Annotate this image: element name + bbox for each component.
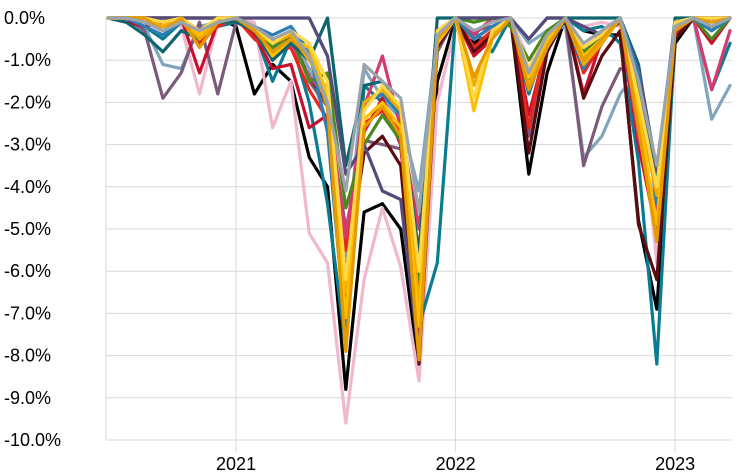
x-tick-label: 2022	[436, 454, 476, 474]
y-axis-tick-labels: 0.0% -1.0% -2.0% -3.0% -4.0% -5.0% -6.0% -7.0% -…	[4, 8, 61, 450]
y-tick-label: -7.0%	[4, 303, 51, 323]
y-tick-label: -2.0%	[4, 92, 51, 112]
y-tick-label: -1.0%	[4, 50, 51, 70]
y-tick-label: -3.0%	[4, 135, 51, 155]
x-axis-tick-labels: 2021 2022 2023	[216, 454, 695, 474]
y-tick-label: -10.0%	[4, 430, 61, 450]
x-tick-label: 2023	[655, 454, 695, 474]
y-tick-label: -5.0%	[4, 219, 51, 239]
y-tick-label: -9.0%	[4, 388, 51, 408]
y-tick-label: -6.0%	[4, 261, 51, 281]
series-lines	[106, 16, 732, 425]
x-tick-label: 2021	[216, 454, 256, 474]
series-line-18	[106, 16, 732, 214]
series-line-17	[106, 16, 732, 362]
y-tick-label: -8.0%	[4, 346, 51, 366]
y-tick-label: 0.0%	[4, 8, 45, 28]
y-tick-label: -4.0%	[4, 177, 51, 197]
